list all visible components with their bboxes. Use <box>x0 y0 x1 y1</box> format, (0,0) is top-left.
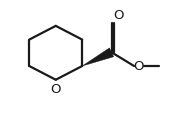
Text: O: O <box>134 59 144 72</box>
Text: O: O <box>113 9 124 22</box>
Polygon shape <box>82 48 114 66</box>
Text: O: O <box>50 83 61 96</box>
